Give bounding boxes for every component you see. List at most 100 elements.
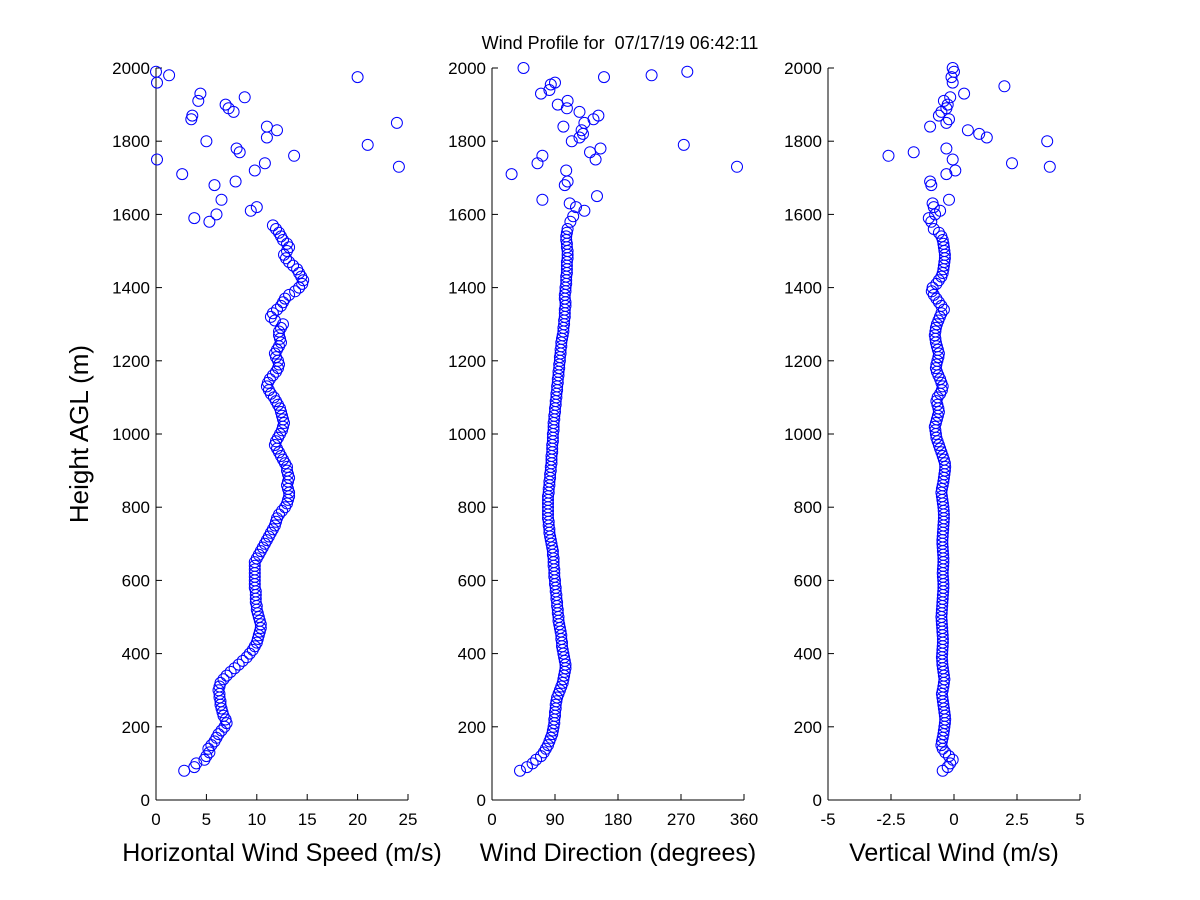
y-tick-label: 1600 [448, 205, 486, 224]
data-point [185, 113, 198, 126]
data-point [924, 175, 937, 188]
x-tick-label: -5 [820, 810, 835, 829]
data-point [929, 417, 942, 429]
x-tick-label: 5 [1075, 810, 1084, 829]
data-point [279, 292, 291, 305]
data-point [926, 281, 939, 294]
data-point [250, 201, 263, 214]
data-point [188, 212, 201, 225]
data-point [681, 65, 694, 78]
data-point [598, 71, 610, 84]
data-point [944, 91, 957, 104]
data-point [536, 149, 549, 162]
data-point [931, 343, 944, 356]
data-point [937, 94, 950, 107]
data-point [949, 164, 962, 177]
data-point [277, 318, 289, 331]
data-point [1006, 157, 1018, 170]
data-point [907, 146, 920, 159]
data-point [940, 168, 953, 181]
data-point [263, 373, 276, 386]
y-tick-label: 600 [122, 571, 150, 590]
data-point [276, 409, 288, 422]
x-tick-label: 25 [399, 810, 418, 829]
y-tick-label: 200 [122, 718, 150, 737]
data-point [351, 71, 364, 84]
data-point [1041, 135, 1054, 148]
data-point [217, 709, 230, 722]
data-point [291, 263, 304, 276]
data-point [229, 175, 242, 188]
data-point [186, 109, 199, 122]
data-point [930, 292, 943, 305]
x-tick-label: 0 [487, 810, 496, 829]
data-point [238, 91, 251, 104]
data-point [514, 764, 526, 777]
data-point [557, 120, 570, 133]
data-point [270, 223, 282, 235]
data-point [561, 175, 574, 188]
data-point [943, 750, 955, 763]
data-point [151, 153, 163, 166]
data-point [248, 559, 261, 572]
data-point [925, 215, 938, 228]
data-point [941, 98, 954, 111]
data-point [677, 138, 690, 151]
data-point [230, 142, 243, 155]
y-tick-label: 1400 [112, 279, 150, 298]
data-point [564, 215, 577, 228]
y-tick-label: 1400 [784, 279, 822, 298]
data-point [260, 120, 273, 133]
data-point [926, 197, 939, 210]
x-axis-label: Vertical Wind (m/s) [849, 839, 1059, 867]
data-point [882, 149, 895, 162]
data-point [289, 285, 302, 298]
y-tick-label: 600 [458, 571, 486, 590]
data-point [281, 497, 293, 510]
data-point [1043, 160, 1056, 173]
data-point [278, 417, 290, 429]
x-tick-label: 15 [298, 810, 317, 829]
y-tick-label: 1600 [112, 205, 150, 224]
y-tick-label: 1200 [448, 352, 486, 371]
data-point [224, 665, 237, 678]
data-point [935, 230, 948, 243]
data-point [252, 629, 265, 642]
data-point [266, 369, 279, 382]
data-point [281, 479, 293, 492]
data-point [240, 651, 253, 664]
data-point [273, 329, 285, 342]
data-point [208, 179, 221, 192]
y-tick-label: 0 [141, 791, 150, 810]
data-point [550, 695, 563, 708]
y-tick-label: 1400 [448, 279, 486, 298]
data-point [215, 724, 228, 737]
data-point [277, 413, 289, 426]
y-tick-label: 1000 [112, 425, 150, 444]
data-point [592, 109, 605, 122]
data-point [561, 223, 574, 235]
data-point [266, 307, 279, 320]
data-point [958, 87, 971, 100]
data-point [220, 717, 233, 730]
data-point [932, 109, 945, 122]
x-axis-label: Wind Direction (degrees) [480, 839, 757, 867]
x-tick-label: 90 [546, 810, 565, 829]
x-tick-label: 5 [202, 810, 211, 829]
y-tick-label: 1800 [784, 132, 822, 151]
data-point [287, 259, 300, 272]
data-point [945, 71, 958, 84]
data-point [212, 728, 225, 741]
y-tick-label: 800 [458, 498, 486, 517]
data-point [561, 94, 574, 107]
x-tick-label: 0 [949, 810, 958, 829]
y-tick-label: 800 [794, 498, 822, 517]
data-point [558, 179, 571, 192]
x-tick-label: 2.5 [1005, 810, 1029, 829]
data-point [283, 471, 296, 484]
data-point [932, 296, 945, 309]
y-tick-label: 2000 [448, 59, 486, 78]
data-point [283, 241, 296, 254]
data-point [560, 164, 573, 177]
panel-1: 0 200 400 600 800 1000 1200 1400 1600 1800 2000 0 5 1… [112, 59, 442, 867]
